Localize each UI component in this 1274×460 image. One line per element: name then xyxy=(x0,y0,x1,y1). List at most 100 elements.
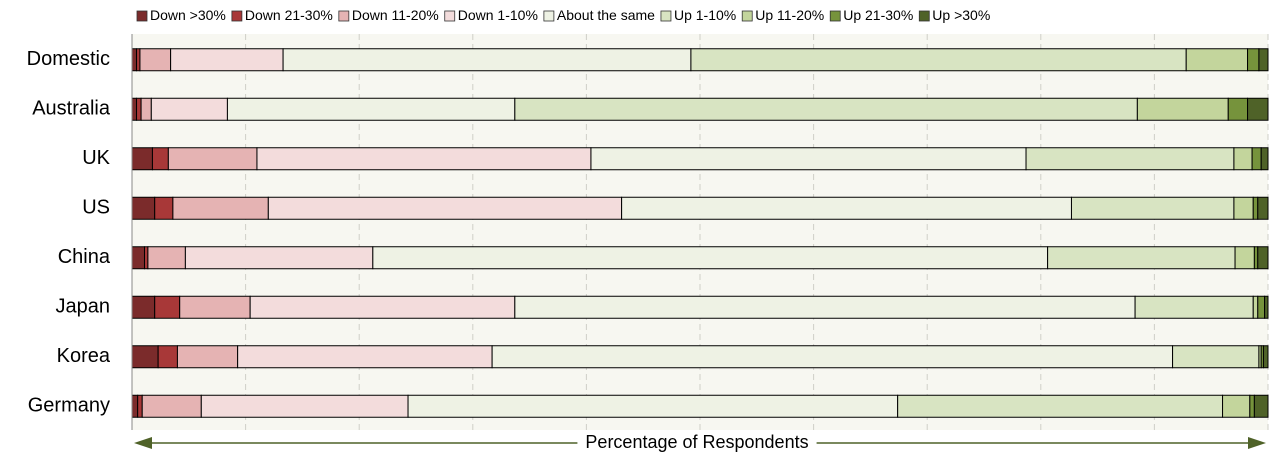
bar-segment xyxy=(131,345,159,369)
bar-segment xyxy=(131,295,156,319)
bar-segment xyxy=(176,345,239,369)
bar-segment xyxy=(136,48,141,72)
legend-swatch xyxy=(741,10,753,22)
bar-segment xyxy=(179,295,251,319)
legend-label: About the same xyxy=(557,7,655,23)
bar-segment xyxy=(140,97,152,121)
bar-segment xyxy=(1025,147,1235,171)
legend-swatch xyxy=(660,10,672,22)
bar-segment xyxy=(143,246,149,270)
legend-swatch xyxy=(136,10,148,22)
bar-segment xyxy=(1172,345,1260,369)
bar-segment xyxy=(151,147,169,171)
bar-segment xyxy=(1222,394,1251,418)
bar-segment xyxy=(282,48,692,72)
bar-segment xyxy=(1247,48,1260,72)
arrow-head-right xyxy=(1248,437,1266,449)
bar-segment xyxy=(1247,97,1269,121)
category-label: Australia xyxy=(32,98,111,120)
bar-segment xyxy=(1257,295,1266,319)
bar-segment xyxy=(621,196,1072,220)
bar-segment xyxy=(1227,97,1249,121)
bar-segment xyxy=(200,394,409,418)
bar-segment xyxy=(154,295,181,319)
bar-segment xyxy=(1136,97,1229,121)
bar-segment xyxy=(1257,246,1269,270)
bar-segment xyxy=(1264,295,1269,319)
category-label: US xyxy=(82,197,110,219)
legend-label: Down >30% xyxy=(150,7,226,23)
legend-swatch xyxy=(543,10,555,22)
bar-segment xyxy=(897,394,1224,418)
bar-segment xyxy=(267,196,623,220)
bar-segment xyxy=(1233,196,1254,220)
bar-segment xyxy=(141,394,202,418)
legend-swatch xyxy=(444,10,456,22)
bar-segment xyxy=(154,196,174,220)
bar-segment xyxy=(590,147,1027,171)
arrow-head-left xyxy=(134,437,152,449)
category-label: China xyxy=(58,246,111,268)
bar-segment xyxy=(372,246,1049,270)
bar-segment xyxy=(1260,147,1269,171)
bar-segment xyxy=(136,97,142,121)
bar-segment xyxy=(150,97,228,121)
legend-label: Up 1-10% xyxy=(674,7,736,23)
bar-segment xyxy=(157,345,178,369)
bar-segment xyxy=(137,394,143,418)
bar-segment xyxy=(226,97,516,121)
bar-segment xyxy=(167,147,258,171)
bar-segment xyxy=(1249,394,1255,418)
bar-segment xyxy=(184,246,374,270)
legend-swatch xyxy=(231,10,243,22)
legend-label: Up 11-20% xyxy=(755,7,824,23)
legend-label: Down 1-10% xyxy=(458,7,538,23)
bar-segment xyxy=(139,48,172,72)
bar-segment xyxy=(690,48,1187,72)
bar-segment xyxy=(170,48,284,72)
bar-segment xyxy=(1257,196,1269,220)
bar-segment xyxy=(407,394,899,418)
bar-segment xyxy=(1251,147,1262,171)
legend-swatch xyxy=(829,10,841,22)
legend-label: Down 21-30% xyxy=(245,7,333,23)
bar-segment xyxy=(491,345,1174,369)
bar-segment xyxy=(1233,147,1253,171)
bar-segment xyxy=(237,345,493,369)
category-label: Japan xyxy=(56,296,111,318)
bar-segment xyxy=(1234,246,1255,270)
bar-segment xyxy=(1185,48,1249,72)
bar-segment xyxy=(249,295,516,319)
bar-segment xyxy=(1134,295,1254,319)
bar-segment xyxy=(1070,196,1235,220)
bar-segment xyxy=(131,394,139,418)
bar-segment xyxy=(147,246,186,270)
bar-segment xyxy=(131,97,138,121)
x-axis-label: Percentage of Respondents xyxy=(585,432,808,452)
category-label: UK xyxy=(82,147,110,169)
bar-segment xyxy=(1258,48,1269,72)
x-label-background xyxy=(577,432,817,454)
legend-swatch xyxy=(338,10,350,22)
bar-segment xyxy=(172,196,269,220)
bar-segment xyxy=(1047,246,1236,270)
bar-segment xyxy=(1253,246,1259,270)
bar-segment xyxy=(514,97,1138,121)
bar-segment xyxy=(131,48,138,72)
category-label: Domestic xyxy=(27,48,110,70)
bar-segment xyxy=(1262,345,1269,369)
plot-area xyxy=(132,34,1268,430)
bar-segment xyxy=(1252,196,1259,220)
legend-swatch xyxy=(918,10,930,22)
legend-label: Up 21-30% xyxy=(843,7,913,23)
legend-label: Up >30% xyxy=(932,7,990,23)
bar-segment xyxy=(514,295,1136,319)
bar-segment xyxy=(1252,295,1259,319)
bar-segment xyxy=(256,147,592,171)
bar-segment xyxy=(131,147,153,171)
legend-label: Down 11-20% xyxy=(352,7,439,23)
bar-segment xyxy=(131,246,145,270)
category-label: Korea xyxy=(57,345,111,367)
bar-segment xyxy=(131,196,156,220)
